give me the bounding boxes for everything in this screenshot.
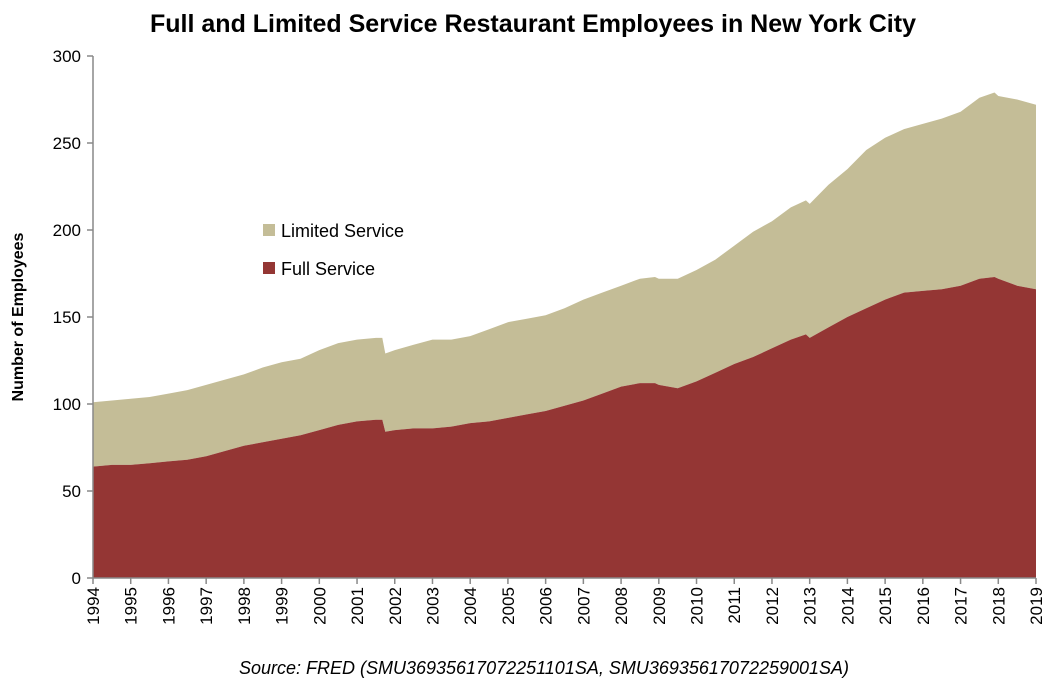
x-tick-label: 2014: [838, 587, 857, 625]
x-tick-label: 2010: [688, 587, 707, 625]
y-ticks: 0 50 100 150 200 250 300: [53, 47, 93, 588]
x-tick-label: 2003: [423, 587, 442, 625]
x-tick-label: 2002: [386, 587, 405, 625]
y-axis-label: Number of Employees: [10, 232, 27, 401]
x-tick-label: 2004: [461, 587, 480, 625]
legend: Limited Service Full Service: [263, 221, 404, 279]
x-tick-label: 2005: [499, 587, 518, 625]
y-tick-label: 250: [53, 134, 81, 153]
x-tick-label: 2008: [612, 587, 631, 625]
source-note: Source: FRED (SMU36935617072251101SA, SM…: [239, 658, 849, 678]
x-ticks: 1994 1995 1996 1997 1998 1999 2000 2001 2002 2003…: [84, 578, 1046, 625]
area-full-service: [93, 277, 1036, 578]
x-tick-label: 2000: [310, 587, 329, 625]
x-tick-label: 2012: [763, 587, 782, 625]
x-tick-label: 2015: [876, 587, 895, 625]
legend-swatch-limited: [263, 224, 275, 236]
legend-label-limited: Limited Service: [281, 221, 404, 241]
y-tick-label: 300: [53, 47, 81, 66]
x-tick-label: 2018: [989, 587, 1008, 625]
x-tick-label: 2006: [537, 587, 556, 625]
x-tick-label: 1994: [84, 587, 103, 625]
area-limited-service: [93, 92, 1036, 467]
x-tick-label: 2017: [952, 587, 971, 625]
chart-title: Full and Limited Service Restaurant Empl…: [150, 10, 916, 38]
x-tick-label: 2009: [650, 587, 669, 625]
y-tick-label: 150: [53, 308, 81, 327]
plot-area: [93, 92, 1036, 578]
x-tick-label: 2016: [914, 587, 933, 625]
y-tick-label: 100: [53, 395, 81, 414]
x-tick-label: 1995: [122, 587, 141, 625]
y-tick-label: 200: [53, 221, 81, 240]
y-tick-label: 0: [72, 569, 81, 588]
legend-label-full: Full Service: [281, 259, 375, 279]
x-tick-label: 2013: [801, 587, 820, 625]
x-tick-label: 1999: [273, 587, 292, 625]
x-tick-label: 2019: [1027, 587, 1046, 625]
x-tick-label: 1998: [235, 587, 254, 625]
x-tick-label: 2007: [574, 587, 593, 625]
x-tick-label: 2011: [725, 587, 744, 624]
x-tick-label: 1996: [159, 587, 178, 625]
y-tick-label: 50: [62, 482, 81, 501]
x-tick-label: 2001: [348, 587, 367, 625]
legend-swatch-full: [263, 262, 275, 274]
x-tick-label: 1997: [197, 587, 216, 625]
